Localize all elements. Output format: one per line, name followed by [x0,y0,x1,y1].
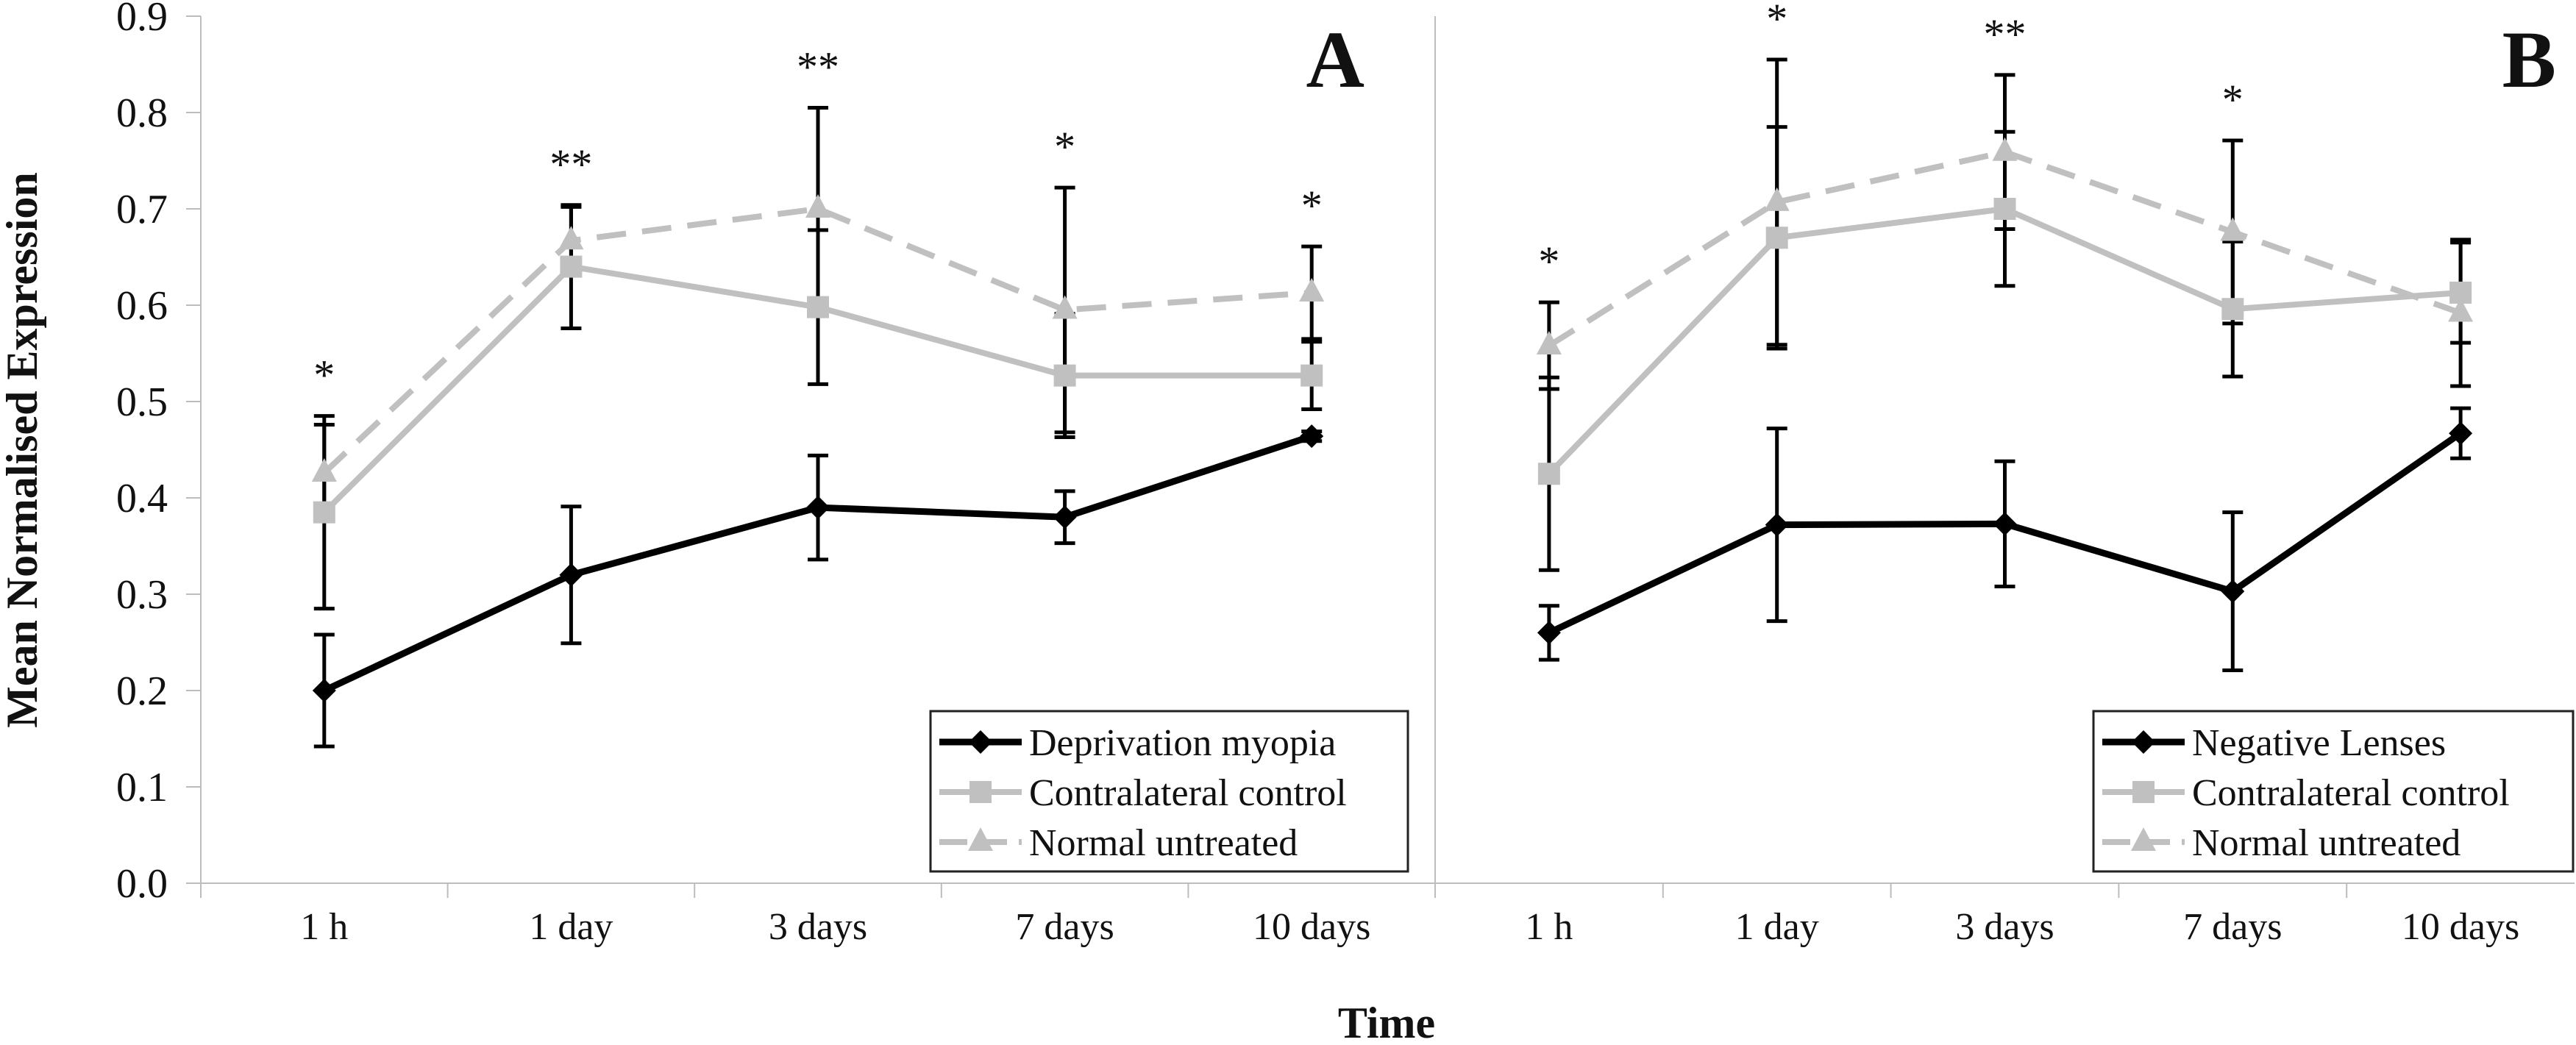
triangle-marker [805,194,830,218]
legend-item: Normal untreated [2102,822,2461,864]
square-marker [807,296,829,318]
diamond-marker [559,563,583,587]
legend-label: Contralateral control [2192,772,2510,814]
x-tick-label: 1 day [529,906,613,948]
square-marker [1993,198,2016,220]
x-axis-title: Time [1338,999,1435,1045]
diamond-marker [2132,730,2155,754]
significance-marker: * [1766,0,1787,43]
diamond-marker [1300,424,1324,449]
legend-item: Deprivation myopia [939,722,1336,764]
legend-label: Negative Lenses [2192,722,2446,764]
diamond-marker [2221,579,2245,604]
y-tick-label: 0.7 [116,187,168,232]
diamond-marker [806,496,830,520]
x-tick-label: 3 days [769,906,867,948]
triangle-marker [2220,217,2246,241]
triangle-marker [1052,295,1078,319]
y-tick-label: 0.9 [116,0,168,40]
square-marker [969,781,992,803]
legend-label: Normal untreated [1029,822,1298,864]
square-marker [2221,298,2244,321]
triangle-marker [968,827,993,851]
series-line [322,205,1312,475]
diamond-marker [1537,621,1561,645]
triangle-marker [1992,137,2018,161]
diamond-marker [1993,512,2017,536]
series-line-normal-untreated [1536,137,2474,355]
square-marker [1537,463,1560,485]
triangle-marker [558,226,584,250]
legend-item: Contralateral control [2102,772,2510,814]
series-line-negative-lenses [1537,421,2473,645]
square-marker [313,501,335,524]
y-tick-label: 0.2 [116,668,168,714]
x-tick-label: 7 days [2183,906,2282,948]
legend-item: Contralateral control [939,772,1347,814]
legend-item: Negative Lenses [2102,722,2446,764]
significance-marker: * [1538,238,1559,285]
diamond-marker [312,679,336,702]
legend-label: Deprivation myopia [1029,722,1336,764]
significance-marker: ** [1984,10,2027,58]
series-deprivation-myopia [313,429,1323,749]
square-marker [2449,281,2472,304]
y-tick-label: 0.1 [116,765,168,810]
x-tick-label: 1 h [1525,906,1573,948]
y-axis-title: Mean Normalised Expression [0,172,46,728]
legend-label: Normal untreated [2192,822,2461,864]
triangle-marker [1536,331,1562,355]
series-line-contralateral-control [1537,198,2472,485]
x-tick-label: 1 day [1735,906,1819,948]
y-tick-label: 0.6 [116,283,168,329]
x-tick-label: 1 h [300,906,348,948]
triangle-marker [2131,827,2156,851]
triangle-marker [311,457,337,482]
square-marker [1053,364,1076,387]
diamond-marker [1765,513,1789,537]
square-marker [1301,364,1323,387]
x-tick-label: 10 days [2402,906,2519,948]
diamond-marker [1053,505,1077,529]
triangle-marker [1299,277,1325,302]
y-tick-label: 0.0 [116,861,168,907]
series-line-deprivation-myopia [312,424,1324,702]
panel-letter: A [1306,15,1365,104]
diamond-marker [969,730,992,754]
series-line-contralateral-control [313,255,1323,524]
square-marker [560,255,583,278]
y-tick-label: 0.5 [116,379,168,425]
legend: Negative Lenses Contralateral control Norm… [2092,710,2575,873]
triangle-marker [1764,187,1790,211]
x-tick-label: 7 days [1015,906,1114,948]
significance-marker: * [1054,123,1075,171]
triangle-marker [2448,298,2474,322]
significance-marker: ** [797,43,839,90]
x-tick-label: 3 days [1955,906,2054,948]
legend-item: Normal untreated [939,822,1298,864]
series-negative-lenses [1538,406,2472,672]
legend-label: Contralateral control [1029,772,1347,814]
diamond-marker [2449,421,2473,446]
significance-marker: * [1301,182,1323,229]
legend: Deprivation myopia Contralateral control N… [929,710,1409,873]
y-tick-label: 0.3 [116,572,168,618]
significance-marker: ** [549,140,592,188]
y-tick-label: 0.4 [116,476,168,521]
square-marker [1765,227,1788,249]
square-marker [2132,781,2155,803]
significance-marker: * [2222,76,2244,124]
series-normal-untreated [1538,57,2472,391]
panel-letter: B [2502,15,2556,104]
series-line-normal-untreated [311,194,1325,482]
y-tick-label: 0.8 [116,90,168,136]
significance-marker: * [313,352,335,399]
x-tick-label: 10 days [1253,906,1370,948]
